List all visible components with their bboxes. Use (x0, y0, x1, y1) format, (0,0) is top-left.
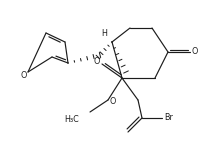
Text: H₃C: H₃C (65, 114, 79, 123)
Text: O: O (192, 48, 198, 57)
Text: O: O (21, 72, 27, 81)
Text: Br: Br (165, 114, 173, 123)
Text: H: H (101, 30, 107, 39)
Text: O: O (110, 98, 116, 106)
Text: O: O (94, 57, 100, 66)
